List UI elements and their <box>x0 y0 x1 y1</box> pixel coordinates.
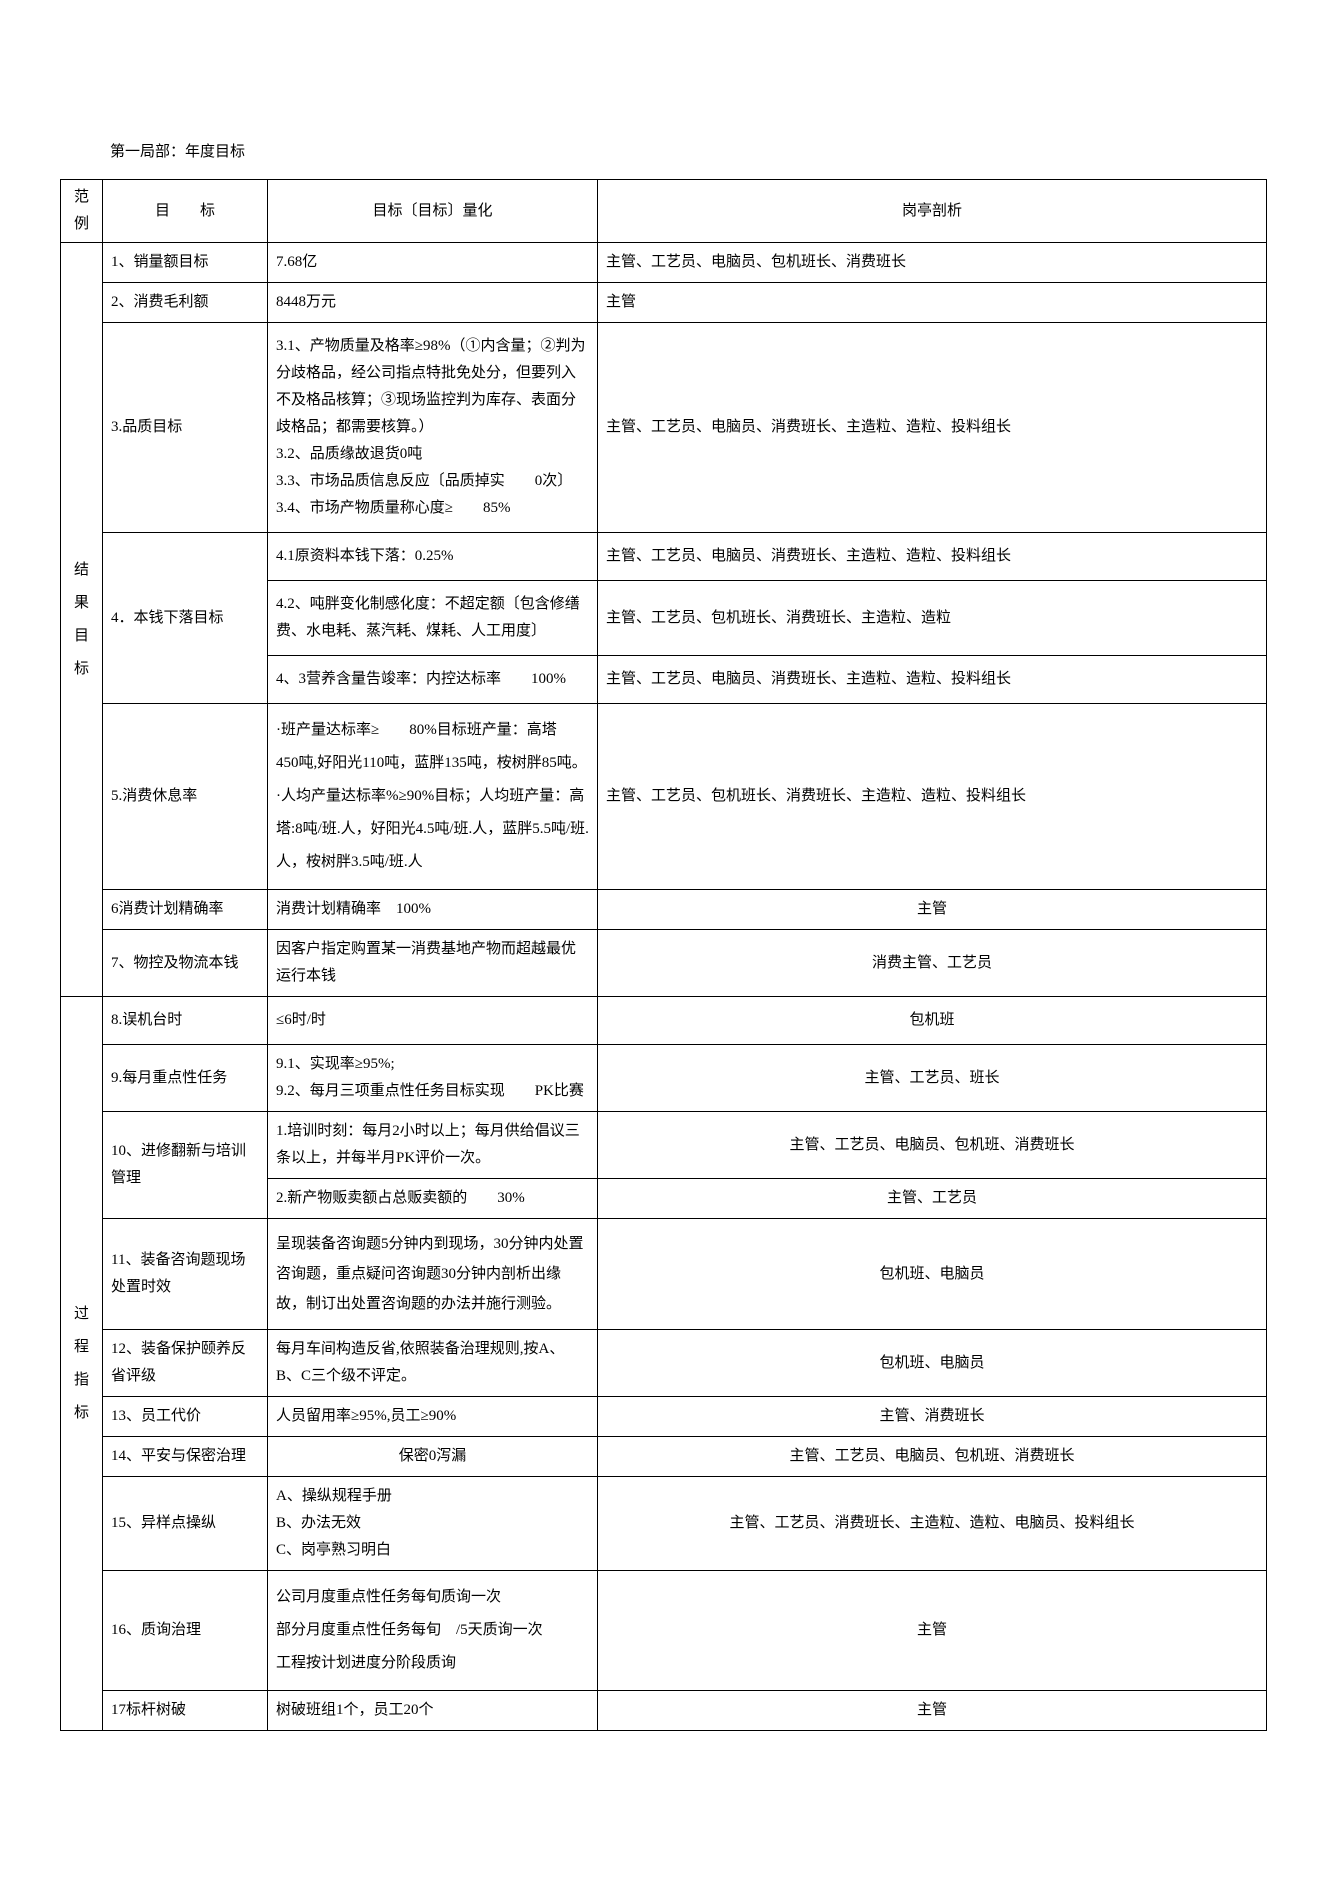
section-title: 第一局部：年度目标 <box>110 140 1267 161</box>
cell-measure: A、操纵规程手册 B、办法无效 C、岗亭熟习明白 <box>268 1477 598 1571</box>
cell-target: 15、异样点操纵 <box>103 1477 268 1571</box>
cell-analysis: 主管 <box>598 1571 1267 1691</box>
table-header-row: 范例 目 标 目标〔目标〕量化 岗亭剖析 <box>61 180 1267 243</box>
table-row: 9.每月重点性任务 9.1、实现率≥95%; 9.2、每月三项重点性任务目标实现… <box>61 1045 1267 1112</box>
cell-target: 16、质询治理 <box>103 1571 268 1691</box>
cell-measure: 3.1、产物质量及格率≥98%（①内含量；②判为分歧格品，经公司指点特批免处分，… <box>268 323 598 533</box>
cell-target: 5.消费休息率 <box>103 704 268 890</box>
cell-measure: 呈现装备咨询题5分钟内到现场，30分钟内处置咨询题，重点疑问咨询题30分钟内剖析… <box>268 1219 598 1330</box>
table-row: 11、装备咨询题现场处置时效 呈现装备咨询题5分钟内到现场，30分钟内处置咨询题… <box>61 1219 1267 1330</box>
cell-measure: 消费计划精确率 100% <box>268 890 598 930</box>
table-row: 12、装备保护颐养反省评级 每月车间构造反省,依照装备治理规则,按A、B、C三个… <box>61 1330 1267 1397</box>
cell-analysis: 包机班、电脑员 <box>598 1219 1267 1330</box>
table-row: 15、异样点操纵 A、操纵规程手册 B、办法无效 C、岗亭熟习明白 主管、工艺员… <box>61 1477 1267 1571</box>
cell-analysis: 主管 <box>598 1691 1267 1731</box>
cell-target: 2、消费毛利额 <box>103 283 268 323</box>
cell-measure: ≤6时/时 <box>268 997 598 1045</box>
cell-measure: 1.培训时刻：每月2小时以上；每月供给倡议三条以上，并每半月PK评价一次。 <box>268 1112 598 1179</box>
cell-target: 1、销量额目标 <box>103 243 268 283</box>
cell-target: 12、装备保护颐养反省评级 <box>103 1330 268 1397</box>
cell-analysis: 主管、工艺员、包机班长、消费班长、主造粒、造粒 <box>598 581 1267 656</box>
cell-target: 3.品质目标 <box>103 323 268 533</box>
cell-analysis: 主管、工艺员、电脑员、包机班、消费班长 <box>598 1437 1267 1477</box>
annual-goals-table: 范例 目 标 目标〔目标〕量化 岗亭剖析 结果目标 1、销量额目标 7.68亿 … <box>60 179 1267 1731</box>
cell-analysis: 主管 <box>598 890 1267 930</box>
header-target: 目 标 <box>103 180 268 243</box>
cell-analysis: 主管、工艺员、电脑员、消费班长、主造粒、造粒、投料组长 <box>598 323 1267 533</box>
cell-analysis: 包机班、电脑员 <box>598 1330 1267 1397</box>
cell-measure: 每月车间构造反省,依照装备治理规则,按A、B、C三个级不评定。 <box>268 1330 598 1397</box>
cell-measure: 4、3营养含量告竣率：内控达标率 100% <box>268 656 598 704</box>
table-row: 6消费计划精确率 消费计划精确率 100% 主管 <box>61 890 1267 930</box>
cell-analysis: 主管、工艺员、消费班长、主造粒、造粒、电脑员、投料组长 <box>598 1477 1267 1571</box>
cell-measure: ·班产量达标率≥ 80%目标班产量：高塔 450吨,好阳光110吨，蓝胖135吨… <box>268 704 598 890</box>
cell-measure: 9.1、实现率≥95%; 9.2、每月三项重点性任务目标实现 PK比赛 <box>268 1045 598 1112</box>
cell-analysis: 主管、工艺员、包机班长、消费班长、主造粒、造粒、投料组长 <box>598 704 1267 890</box>
cell-target: 17标杆树破 <box>103 1691 268 1731</box>
cell-target: 8.误机台时 <box>103 997 268 1045</box>
table-row: 3.品质目标 3.1、产物质量及格率≥98%（①内含量；②判为分歧格品，经公司指… <box>61 323 1267 533</box>
header-analysis: 岗亭剖析 <box>598 180 1267 243</box>
cell-measure: 7.68亿 <box>268 243 598 283</box>
cell-analysis: 主管、工艺员、电脑员、消费班长、主造粒、造粒、投料组长 <box>598 656 1267 704</box>
cell-target: 14、平安与保密治理 <box>103 1437 268 1477</box>
cell-target: 4．本钱下落目标 <box>103 533 268 704</box>
cell-measure: 保密0泻漏 <box>268 1437 598 1477</box>
cell-measure: 人员留用率≥95%,员工≥90% <box>268 1397 598 1437</box>
cell-analysis: 主管 <box>598 283 1267 323</box>
cell-target: 13、员工代价 <box>103 1397 268 1437</box>
table-row: 10、进修翻新与培训管理 1.培训时刻：每月2小时以上；每月供给倡议三条以上，并… <box>61 1112 1267 1179</box>
cell-target: 6消费计划精确率 <box>103 890 268 930</box>
cell-measure: 4.1原资料本钱下落：0.25% <box>268 533 598 581</box>
table-row: 16、质询治理 公司月度重点性任务每旬质询一次 部分月度重点性任务每旬 /5天质… <box>61 1571 1267 1691</box>
header-measure: 目标〔目标〕量化 <box>268 180 598 243</box>
cell-analysis: 主管、工艺员、电脑员、包机班长、消费班长 <box>598 243 1267 283</box>
table-row: 7、物控及物流本钱 因客户指定购置某一消费基地产物而超越最优运行本钱 消费主管、… <box>61 930 1267 997</box>
cell-measure: 公司月度重点性任务每旬质询一次 部分月度重点性任务每旬 /5天质询一次 工程按计… <box>268 1571 598 1691</box>
cell-measure: 树破班组1个，员工20个 <box>268 1691 598 1731</box>
cell-measure: 4.2、吨胖变化制感化度：不超定额〔包含修缮费、水电耗、蒸汽耗、煤耗、人工用度〕 <box>268 581 598 656</box>
header-category: 范例 <box>61 180 103 243</box>
cell-analysis: 主管、工艺员、电脑员、消费班长、主造粒、造粒、投料组长 <box>598 533 1267 581</box>
table-row: 5.消费休息率 ·班产量达标率≥ 80%目标班产量：高塔 450吨,好阳光110… <box>61 704 1267 890</box>
table-row: 17标杆树破 树破班组1个，员工20个 主管 <box>61 1691 1267 1731</box>
cell-analysis: 消费主管、工艺员 <box>598 930 1267 997</box>
cell-target: 10、进修翻新与培训管理 <box>103 1112 268 1219</box>
table-row: 14、平安与保密治理 保密0泻漏 主管、工艺员、电脑员、包机班、消费班长 <box>61 1437 1267 1477</box>
cell-target: 7、物控及物流本钱 <box>103 930 268 997</box>
cell-measure: 8448万元 <box>268 283 598 323</box>
category-result: 结果目标 <box>61 243 103 997</box>
table-row: 4．本钱下落目标 4.1原资料本钱下落：0.25% 主管、工艺员、电脑员、消费班… <box>61 533 1267 581</box>
table-row: 2、消费毛利额 8448万元 主管 <box>61 283 1267 323</box>
cell-analysis: 主管、消费班长 <box>598 1397 1267 1437</box>
cell-analysis: 主管、工艺员、电脑员、包机班、消费班长 <box>598 1112 1267 1179</box>
cell-analysis: 主管、工艺员、班长 <box>598 1045 1267 1112</box>
cell-target: 9.每月重点性任务 <box>103 1045 268 1112</box>
table-row: 13、员工代价 人员留用率≥95%,员工≥90% 主管、消费班长 <box>61 1397 1267 1437</box>
cell-analysis: 主管、工艺员 <box>598 1179 1267 1219</box>
cell-measure: 因客户指定购置某一消费基地产物而超越最优运行本钱 <box>268 930 598 997</box>
cell-target: 11、装备咨询题现场处置时效 <box>103 1219 268 1330</box>
table-row: 过程指标 8.误机台时 ≤6时/时 包机班 <box>61 997 1267 1045</box>
table-row: 结果目标 1、销量额目标 7.68亿 主管、工艺员、电脑员、包机班长、消费班长 <box>61 243 1267 283</box>
cell-analysis: 包机班 <box>598 997 1267 1045</box>
cell-measure: 2.新产物贩卖额占总贩卖额的 30% <box>268 1179 598 1219</box>
category-process: 过程指标 <box>61 997 103 1731</box>
